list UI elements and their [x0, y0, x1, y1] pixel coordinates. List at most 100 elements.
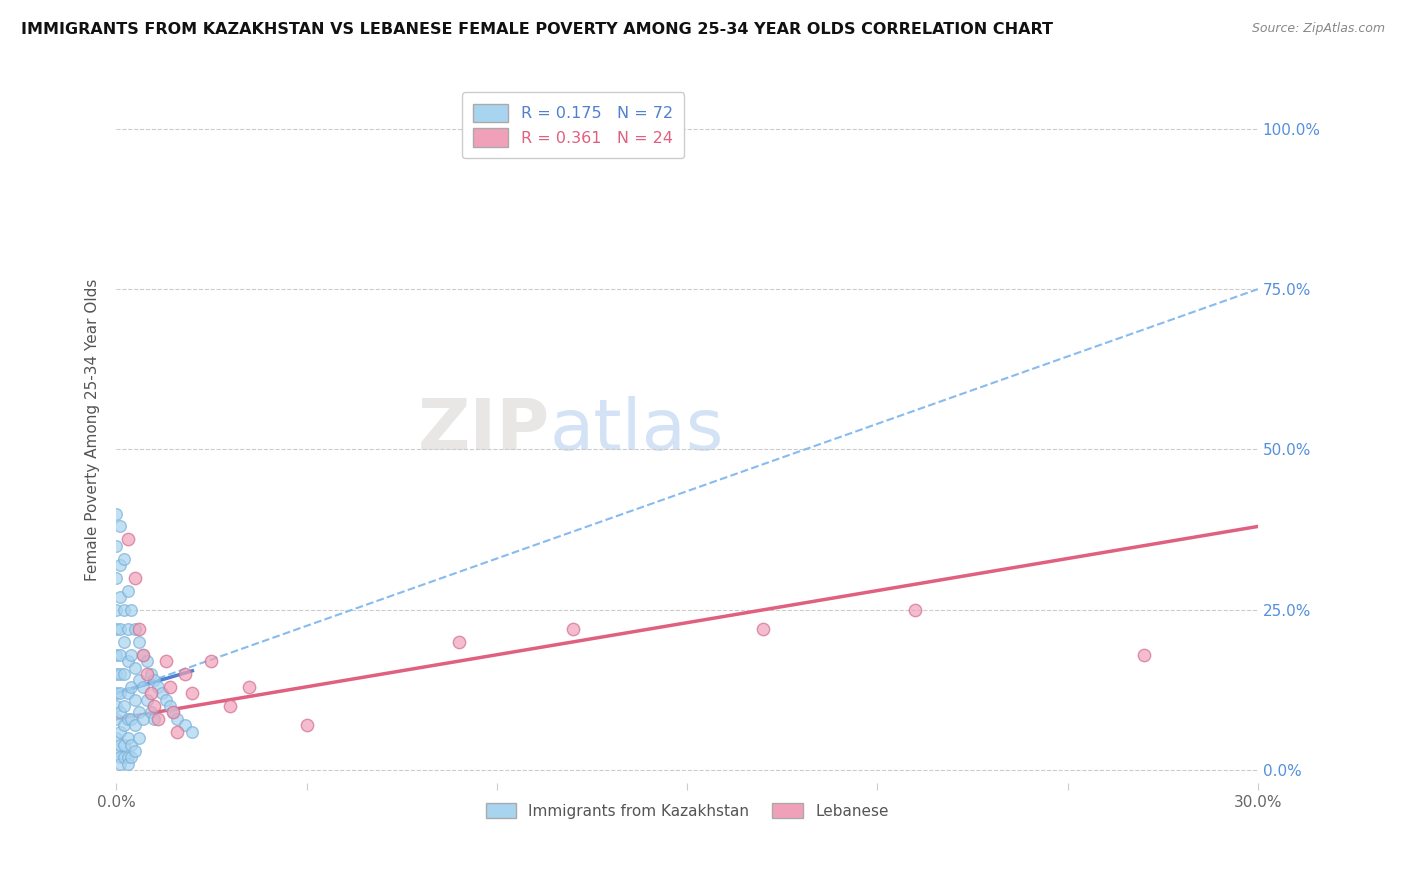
Point — [121, 712, 143, 726]
Point — [117, 750, 139, 764]
Point — [143, 712, 166, 726]
Point — [139, 667, 162, 681]
Point — [159, 680, 181, 694]
Point — [108, 756, 131, 771]
Point — [121, 648, 143, 662]
Text: IMMIGRANTS FROM KAZAKHSTAN VS LEBANESE FEMALE POVERTY AMONG 25-34 YEAR OLDS CORR: IMMIGRANTS FROM KAZAKHSTAN VS LEBANESE F… — [21, 22, 1053, 37]
Point — [117, 533, 139, 547]
Point — [105, 744, 128, 758]
Point — [105, 731, 128, 746]
Point — [121, 603, 143, 617]
Point — [128, 731, 150, 746]
Point — [135, 667, 157, 681]
Point — [128, 673, 150, 688]
Point — [108, 648, 131, 662]
Point — [132, 712, 155, 726]
Point — [105, 699, 128, 714]
Point — [105, 686, 128, 700]
Point — [112, 667, 135, 681]
Point — [112, 750, 135, 764]
Point — [124, 660, 146, 674]
Point — [112, 603, 135, 617]
Point — [181, 724, 204, 739]
Point — [752, 622, 775, 636]
Point — [117, 622, 139, 636]
Point — [143, 673, 166, 688]
Point — [124, 692, 146, 706]
Point — [108, 667, 131, 681]
Text: ZIP: ZIP — [418, 396, 550, 465]
Point — [135, 692, 157, 706]
Point — [112, 551, 135, 566]
Point — [155, 692, 177, 706]
Point — [1132, 648, 1154, 662]
Point — [108, 750, 131, 764]
Point — [105, 571, 128, 585]
Point — [173, 667, 195, 681]
Point — [139, 686, 162, 700]
Point — [117, 686, 139, 700]
Text: Source: ZipAtlas.com: Source: ZipAtlas.com — [1251, 22, 1385, 36]
Point — [108, 706, 131, 720]
Point — [447, 635, 470, 649]
Point — [112, 635, 135, 649]
Point — [155, 654, 177, 668]
Point — [132, 648, 155, 662]
Point — [135, 654, 157, 668]
Point — [166, 724, 188, 739]
Point — [128, 635, 150, 649]
Y-axis label: Female Poverty Among 25-34 Year Olds: Female Poverty Among 25-34 Year Olds — [86, 279, 100, 582]
Point — [162, 706, 184, 720]
Point — [108, 622, 131, 636]
Point — [295, 718, 318, 732]
Text: atlas: atlas — [550, 396, 724, 465]
Point — [117, 712, 139, 726]
Point — [108, 590, 131, 604]
Point — [105, 712, 128, 726]
Point — [117, 654, 139, 668]
Point — [561, 622, 583, 636]
Point — [159, 699, 181, 714]
Point — [108, 558, 131, 572]
Point — [200, 654, 222, 668]
Point — [121, 750, 143, 764]
Point — [112, 718, 135, 732]
Point — [105, 667, 128, 681]
Point — [117, 731, 139, 746]
Point — [132, 680, 155, 694]
Point — [121, 680, 143, 694]
Point — [128, 622, 150, 636]
Point — [150, 686, 173, 700]
Point — [117, 583, 139, 598]
Point — [124, 622, 146, 636]
Point — [128, 706, 150, 720]
Point — [132, 648, 155, 662]
Point — [121, 738, 143, 752]
Point — [124, 744, 146, 758]
Point — [105, 622, 128, 636]
Point — [105, 603, 128, 617]
Point — [117, 756, 139, 771]
Point — [238, 680, 260, 694]
Point — [146, 712, 169, 726]
Point — [219, 699, 242, 714]
Point — [112, 738, 135, 752]
Point — [105, 539, 128, 553]
Point — [139, 706, 162, 720]
Point — [108, 724, 131, 739]
Point — [105, 648, 128, 662]
Point — [146, 680, 169, 694]
Point — [112, 699, 135, 714]
Point — [124, 718, 146, 732]
Point — [181, 686, 204, 700]
Point — [166, 712, 188, 726]
Point — [108, 686, 131, 700]
Point — [162, 706, 184, 720]
Point — [485, 121, 508, 136]
Point — [105, 507, 128, 521]
Legend: Immigrants from Kazakhstan, Lebanese: Immigrants from Kazakhstan, Lebanese — [479, 797, 894, 825]
Point — [173, 718, 195, 732]
Point — [108, 519, 131, 533]
Point — [904, 603, 927, 617]
Point — [124, 571, 146, 585]
